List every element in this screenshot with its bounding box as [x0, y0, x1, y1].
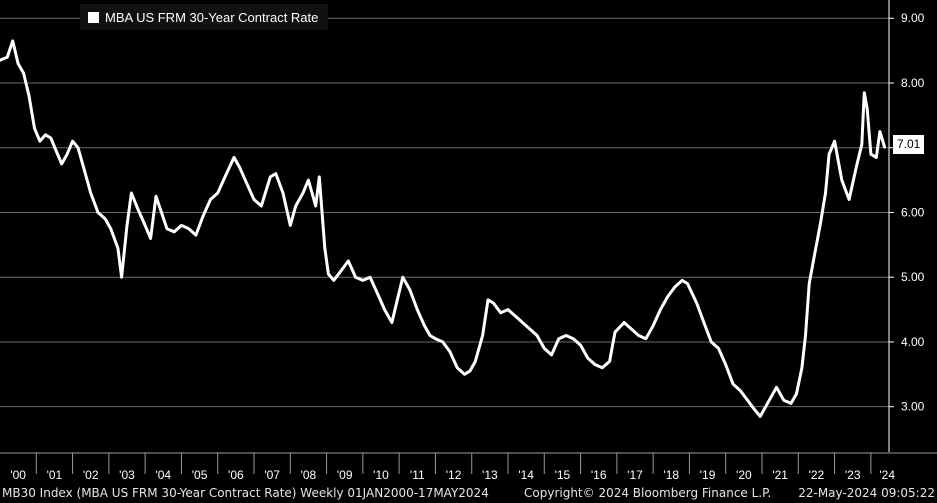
footer-copyright: Copyright© 2024 Bloomberg Finance L.P. [524, 486, 772, 500]
x-axis: '00 '01 '02 '03 '04 '05 '06 '07 '08 '09 '10 '11 '12 '… [0, 452, 937, 482]
x-tick-label: '20 [736, 468, 752, 482]
x-tick-label: '06 [228, 468, 244, 482]
y-tick-label: 9.00 [901, 11, 925, 25]
x-tick-label: '14 [518, 468, 534, 482]
x-tick-label: '11 [410, 468, 425, 482]
gridlines [0, 17, 889, 408]
y-tick-label: 6.00 [901, 205, 925, 219]
x-tick-label: '00 [10, 468, 26, 482]
x-tick-label: '12 [446, 468, 462, 482]
x-tick-label: '01 [47, 468, 63, 482]
legend-swatch [88, 11, 99, 23]
series-line-mba-30y-rate [0, 39, 887, 418]
x-tick-label: '13 [482, 468, 498, 482]
x-tick-label: '22 [809, 468, 825, 482]
x-tick-label: '09 [337, 468, 353, 482]
x-tick-label: '17 [627, 468, 643, 482]
y-tick-label: 5.00 [901, 270, 925, 284]
x-tick-label: '07 [264, 468, 280, 482]
last-value-label: 7.01 [893, 135, 925, 154]
x-tick-label: '23 [845, 468, 861, 482]
footer-source: MB30 Index (MBA US FRM 30-Year Contract … [2, 486, 489, 500]
legend-label: MBA US FRM 30-Year Contract Rate [105, 9, 319, 25]
y-tick-label: 4.00 [901, 335, 925, 349]
y-tick-label: 3.00 [901, 400, 925, 414]
x-tick-label: '24 [879, 468, 895, 482]
x-tick-label: '15 [555, 468, 571, 482]
x-tick-label: '10 [373, 468, 389, 482]
legend: MBA US FRM 30-Year Contract Rate [80, 4, 329, 30]
x-tick-label: '21 [772, 468, 788, 482]
footer-timestamp: 22-May-2024 09:05:22 [798, 486, 935, 500]
y-tick-label: 8.00 [901, 76, 925, 90]
x-tick-label: '03 [119, 468, 135, 482]
x-tick-label: '04 [155, 468, 171, 482]
x-tick-label: '16 [591, 468, 607, 482]
x-tick-label: '08 [301, 468, 317, 482]
y-axis: 3.004.005.006.007.008.009.00 [888, 0, 925, 452]
x-tick-label: '02 [83, 468, 99, 482]
x-tick-label: '19 [700, 468, 716, 482]
x-tick-label: '18 [663, 468, 679, 482]
x-tick-label: '05 [192, 468, 208, 482]
